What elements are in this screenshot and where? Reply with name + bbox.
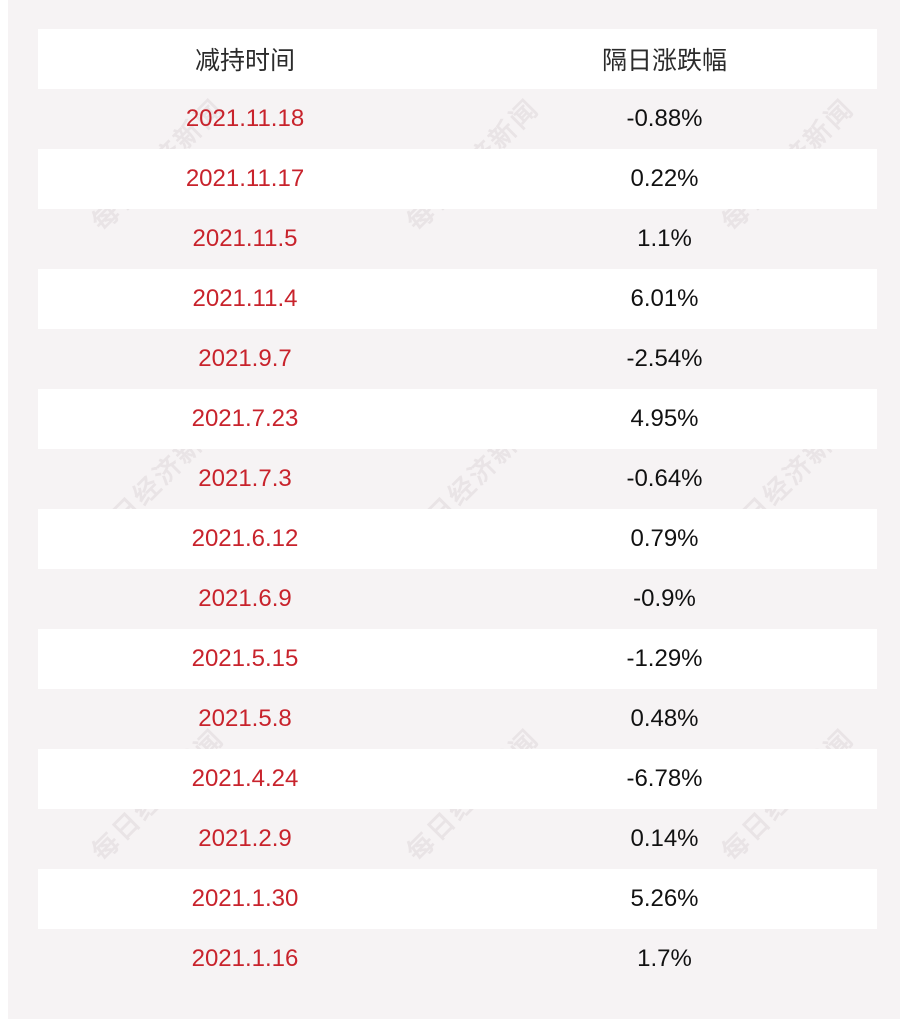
change-cell: 1.1%: [637, 225, 692, 252]
change-cell: 4.95%: [630, 405, 699, 432]
date-cell: 2021.7.3: [198, 465, 292, 492]
change-cell: -1.29%: [626, 645, 703, 672]
date-cell: 2021.6.12: [191, 525, 299, 552]
table-row: 2021.5.15 -1.29%: [38, 629, 877, 689]
table-row: 2021.6.12 0.79%: [38, 509, 877, 569]
header-reduction-date: 减持时间: [194, 47, 295, 75]
date-cell: 2021.1.30: [191, 885, 299, 912]
change-cell: 1.7%: [637, 945, 692, 972]
table-row: 2021.4.24 -6.78%: [38, 749, 877, 809]
reduction-table: 减持时间 隔日涨跌幅 2021.11.18 -0.88% 2021.11.17 …: [38, 29, 877, 989]
table-row: 2021.11.5 1.1%: [38, 209, 877, 269]
date-cell: 2021.9.7: [198, 345, 292, 372]
header-next-day-change: 隔日涨跌幅: [601, 47, 727, 75]
change-cell: 0.79%: [630, 525, 699, 552]
table-row: 2021.5.8 0.48%: [38, 689, 877, 749]
table-row: 2021.11.17 0.22%: [38, 149, 877, 209]
change-cell: -2.54%: [626, 345, 703, 372]
table-header-row: 减持时间 隔日涨跌幅: [38, 29, 877, 89]
table-row: 2021.11.18 -0.88%: [38, 89, 877, 149]
date-cell: 2021.5.8: [198, 705, 292, 732]
date-cell: 2021.11.17: [185, 165, 305, 192]
date-cell: 2021.7.23: [191, 405, 299, 432]
table-row: 2021.1.16 1.7%: [38, 929, 877, 989]
date-cell: 2021.5.15: [191, 645, 299, 672]
table-row: 2021.9.7 -2.54%: [38, 329, 877, 389]
table-row: 2021.7.23 4.95%: [38, 389, 877, 449]
change-cell: 5.26%: [630, 885, 699, 912]
change-cell: 0.22%: [630, 165, 699, 192]
change-cell: -6.78%: [626, 765, 703, 792]
change-cell: -0.64%: [626, 465, 703, 492]
change-cell: 6.01%: [630, 285, 699, 312]
change-cell: -0.9%: [633, 585, 696, 612]
table-row: 2021.7.3 -0.64%: [38, 449, 877, 509]
table-row: 2021.11.4 6.01%: [38, 269, 877, 329]
date-cell: 2021.11.18: [185, 105, 305, 132]
change-cell: 0.48%: [630, 705, 699, 732]
date-cell: 2021.11.5: [192, 225, 298, 252]
date-cell: 2021.4.24: [191, 765, 299, 792]
change-cell: 0.14%: [630, 825, 699, 852]
date-cell: 2021.1.16: [191, 945, 299, 972]
change-cell: -0.88%: [626, 105, 703, 132]
date-cell: 2021.2.9: [198, 825, 292, 852]
date-cell: 2021.6.9: [198, 585, 292, 612]
date-cell: 2021.11.4: [192, 285, 298, 312]
table-row: 2021.1.30 5.26%: [38, 869, 877, 929]
table-row: 2021.6.9 -0.9%: [38, 569, 877, 629]
table-row: 2021.2.9 0.14%: [38, 809, 877, 869]
